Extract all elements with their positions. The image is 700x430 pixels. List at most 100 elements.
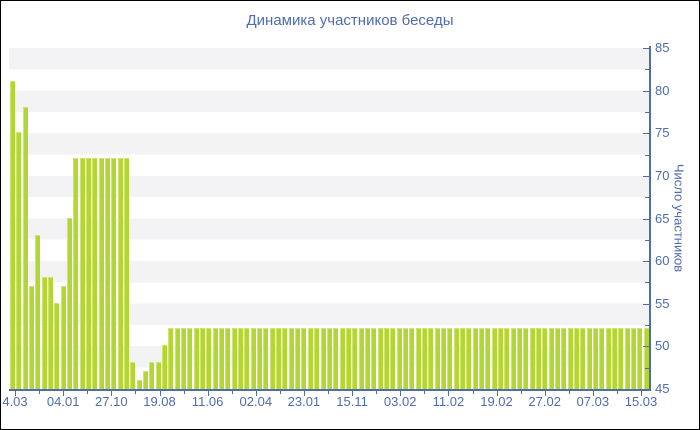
bar [105,157,111,389]
bar [219,328,225,389]
bar [428,328,434,389]
x-major-tick [448,391,450,396]
bar [630,328,636,389]
y-minor-tick [645,239,649,241]
x-major-tick [400,391,402,396]
x-minor-tick [424,391,426,394]
bar [611,328,617,389]
x-tick-label: 19.02 [480,394,513,409]
bar [67,217,73,389]
bar [548,328,554,389]
bar [16,132,22,389]
x-tick-label: 07.03 [576,394,610,409]
bar [459,328,465,389]
y-minor-tick [645,111,649,113]
bar [434,328,440,389]
bar [440,328,446,389]
bar [504,328,510,389]
bar [542,328,548,389]
bar [478,328,484,389]
bar [79,157,85,389]
x-major-tick [255,391,257,396]
bar [466,328,472,389]
bar [643,328,649,389]
x-major-tick [352,391,354,396]
y-major-tick [643,90,649,92]
bar [383,328,389,389]
chart-title: Динамика участников беседы [246,12,454,29]
bar [377,328,383,389]
plot-area [9,48,649,389]
x-tick-label: 15.11 [336,394,368,409]
bar [529,328,535,389]
bar [288,328,294,389]
y-minor-tick [645,367,649,369]
bar [390,328,396,389]
y-major-tick [643,346,649,348]
y-tick-label: 70 [655,167,670,183]
bar [307,328,313,389]
bar [326,328,332,389]
bar [181,328,187,389]
bar [599,328,605,389]
x-major-tick [63,391,65,396]
bar [605,328,611,389]
bar [98,157,104,389]
x-minor-tick [279,391,281,394]
bar [225,328,231,389]
bar [54,302,60,389]
bar [200,328,206,389]
bar [352,328,358,389]
bar [143,370,149,389]
bar [345,328,351,389]
bar [301,328,307,389]
bar [111,157,117,389]
bar [174,328,180,389]
x-tick-label: 11.06 [191,394,224,409]
bar [257,328,263,389]
bar [573,328,579,389]
bar [618,328,624,389]
bar [320,328,326,389]
y-tick-label: 85 [655,40,670,55]
y-major-tick [643,389,649,390]
y-minor-tick [645,197,649,199]
y-minor-tick [645,282,649,284]
bar [124,157,130,389]
x-major-tick [496,391,498,396]
x-major-tick [207,391,209,396]
x-minor-tick [328,391,329,394]
bar [314,328,320,389]
y-axis-line [649,46,651,390]
y-major-tick [643,175,649,177]
y-minor-tick [645,325,649,327]
x-major-tick [159,391,161,396]
bar [244,328,250,389]
bar [333,328,339,389]
bar [238,328,244,389]
bar [586,328,592,389]
y-major-tick [643,218,649,220]
bar [415,328,421,389]
x-minor-tick [616,391,618,394]
bar [282,328,288,389]
x-minor-tick [568,391,570,394]
bar [580,328,586,389]
bar [535,328,541,389]
bar [117,157,123,389]
bar [48,277,54,389]
bar [35,234,41,389]
bar [364,328,370,389]
y-major-tick [643,261,649,263]
y-minor-tick [645,154,649,156]
bar [396,328,402,389]
bar [22,106,28,389]
x-axis-line [9,389,651,391]
bar [149,362,155,389]
bar [295,328,301,389]
x-minor-tick [472,391,474,394]
bar [73,157,79,389]
bar [231,328,237,389]
x-tick-label: 23.01 [287,394,321,409]
